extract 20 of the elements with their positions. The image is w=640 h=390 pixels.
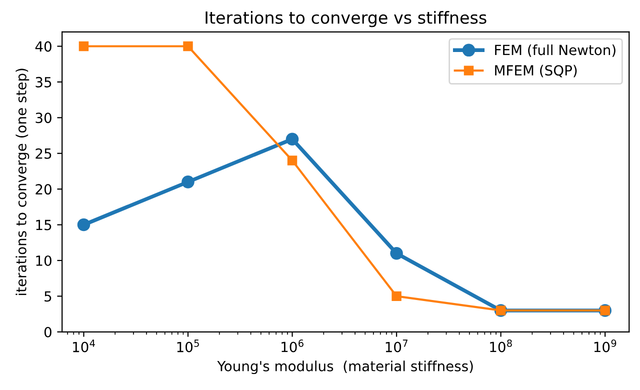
legend-label: MFEM (SQP) (495, 64, 577, 78)
x-tick-label: 10$^{8}$ (490, 340, 512, 352)
x-tick-label: 10$^{5}$ (177, 340, 199, 352)
x-axis-title: Young's modulus (material stiffness) (217, 360, 473, 374)
legend-label: FEM (full Newton) (495, 44, 616, 57)
y-tick-label: 30 (36, 112, 52, 124)
y-tick-label: 25 (36, 148, 52, 159)
y-tick-label: 0 (44, 326, 52, 338)
x-tick-label: 10$^{6}$ (282, 340, 304, 352)
x-tick-label: 10$^{4}$ (73, 340, 95, 352)
y-tick-label: 40 (35, 41, 52, 52)
y-tick-label: 35 (36, 76, 52, 88)
y-tick-label: 15 (36, 220, 52, 230)
x-tick-label: 10$^{7}$ (386, 340, 408, 352)
chart-title: Iterations to converge vs stiffness (206, 10, 486, 28)
y-tick-label: 5 (44, 291, 52, 302)
y-axis-title: iterations to converge (one step) (16, 68, 30, 296)
x-tick-label: 10$^{9}$ (594, 340, 616, 352)
y-tick-label: 20 (36, 184, 52, 195)
y-tick-label: 10 (36, 255, 52, 266)
